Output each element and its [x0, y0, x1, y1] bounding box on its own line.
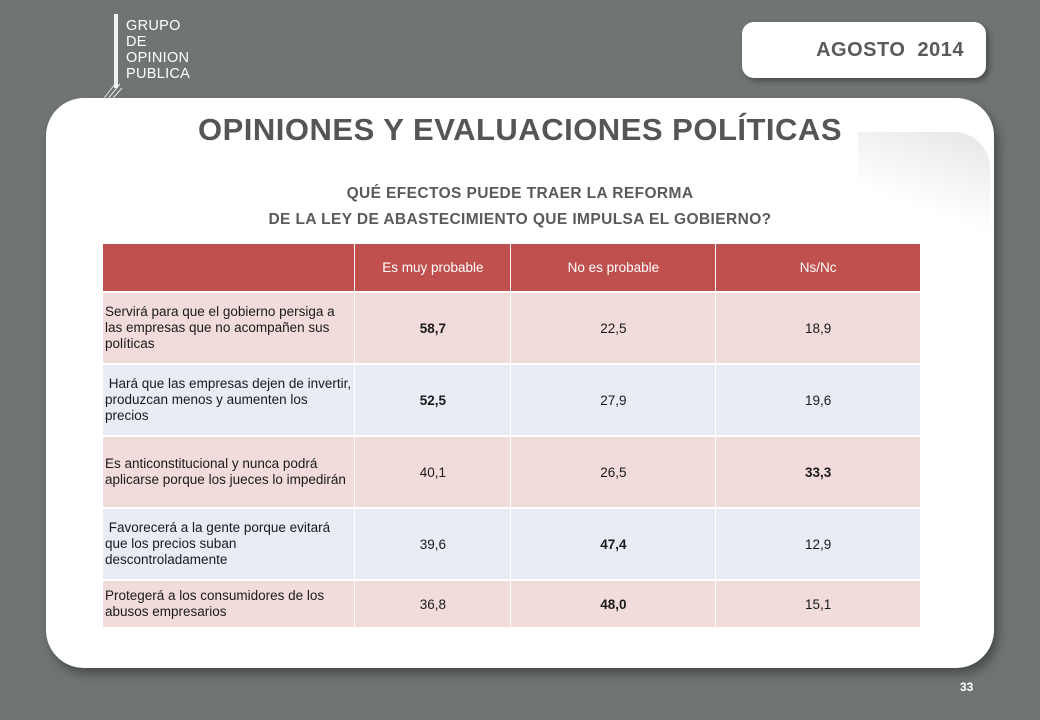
header-no-es-probable: No es probable [510, 244, 717, 292]
cell-value: 58,7 [354, 292, 512, 365]
date-badge: AGOSTO 2014 [742, 22, 986, 78]
survey-question: QUÉ EFECTOS PUEDE TRAER LA REFORMA DE LA… [0, 181, 1040, 233]
cell-value: 36,8 [354, 580, 512, 629]
table-row: Favorecerá a la gente porque evitará que… [103, 508, 920, 581]
header-es-muy-probable: Es muy probable [354, 244, 512, 292]
row-label: Es anticonstitucional y nunca podrá apli… [103, 436, 356, 509]
cell-value: 19,6 [715, 364, 920, 437]
logo-line-de: DE [126, 34, 147, 50]
cell-value: 33,3 [715, 436, 920, 509]
header-ns-nc: Ns/Nc [715, 244, 920, 292]
cell-value: 48,0 [510, 580, 717, 629]
row-label: Hará que las empresas dejen de invertir,… [103, 364, 356, 437]
logo-line-publica: PUBLICA [126, 66, 191, 82]
cell-value: 39,6 [354, 508, 512, 581]
cell-value: 15,1 [715, 580, 920, 629]
cell-value: 40,1 [354, 436, 512, 509]
results-table: Es muy probable No es probable Ns/Nc Ser… [103, 244, 920, 629]
table-row: Es anticonstitucional y nunca podrá apli… [103, 436, 920, 509]
logo-line-grupo: GRUPO [126, 18, 181, 34]
row-label: Protegerá a los consumidores de los abus… [103, 580, 356, 629]
cell-value: 27,9 [510, 364, 717, 437]
table-row: Hará que las empresas dejen de invertir,… [103, 364, 920, 437]
logo-line-opinion: OPINION [126, 50, 190, 66]
grupo-opinion-publica-logo: GRUPO DE OPINION PUBLICA [96, 8, 236, 108]
row-label: Favorecerá a la gente porque evitará que… [103, 508, 356, 581]
cell-value: 52,5 [354, 364, 512, 437]
cell-value: 26,5 [510, 436, 717, 509]
table-header-row: Es muy probable No es probable Ns/Nc [103, 244, 920, 292]
question-line-1: QUÉ EFECTOS PUEDE TRAER LA REFORMA [346, 185, 694, 202]
table-row: Servirá para que el gobierno persiga a l… [103, 292, 920, 365]
question-line-2: DE LA LEY DE ABASTECIMIENTO QUE IMPULSA … [268, 211, 772, 228]
row-label: Servirá para que el gobierno persiga a l… [103, 292, 356, 365]
table-row: Protegerá a los consumidores de los abus… [103, 580, 920, 629]
cell-value: 22,5 [510, 292, 717, 365]
page-number: 33 [960, 680, 974, 694]
cell-value: 18,9 [715, 292, 920, 365]
cell-value: 47,4 [510, 508, 717, 581]
logo-bar [114, 14, 118, 88]
logo-text: GRUPO DE OPINION PUBLICA [126, 18, 190, 82]
date-label: AGOSTO 2014 [816, 38, 964, 61]
page-title: OPINIONES Y EVALUACIONES POLÍTICAS [198, 112, 842, 147]
cell-value: 12,9 [715, 508, 920, 581]
header-empty [103, 244, 356, 292]
